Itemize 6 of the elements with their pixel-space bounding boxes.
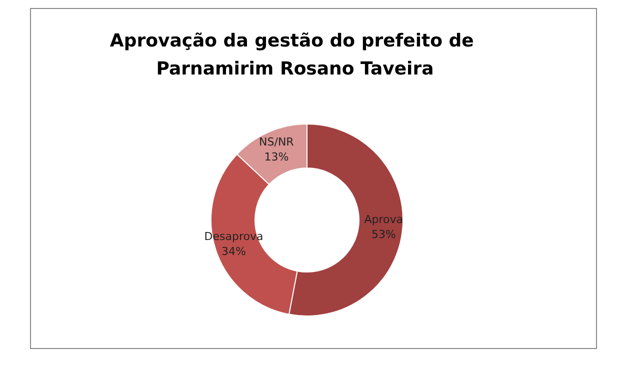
chart-title: Aprovação da gestão do prefeito de Parnamirim Rosano Taveira <box>110 30 480 80</box>
data-label: 34% <box>222 244 246 258</box>
data-label: 53% <box>371 228 396 242</box>
data-label: 13% <box>264 150 289 164</box>
slice-label: Aprova <box>364 213 404 226</box>
slice-label: NS/NR <box>259 135 294 148</box>
